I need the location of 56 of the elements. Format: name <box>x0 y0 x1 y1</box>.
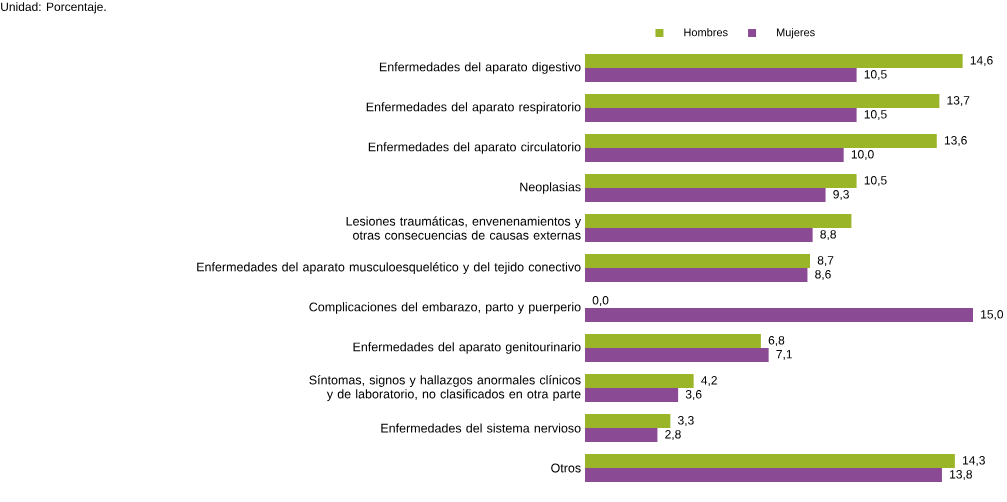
y-tick-label: Enfermedades del aparato respiratorio <box>366 102 581 114</box>
data-label: 8,7 <box>817 256 834 266</box>
data-label: 15,0 <box>981 310 1004 320</box>
legend-label: Hombres <box>684 28 728 37</box>
text: Unidad: Porcentaje. <box>1 2 106 14</box>
data-label: 13,6 <box>944 136 967 146</box>
legend-label: Mujeres <box>776 28 815 39</box>
bar <box>585 308 973 322</box>
data-label: 6,8 <box>768 336 785 346</box>
y-tick-label: Complicaciones del embarazo, parto y puerperio <box>309 302 581 314</box>
y-tick-label: Enfermedades del aparato genitourinario <box>353 342 581 354</box>
bar <box>585 134 937 148</box>
data-label: 10,5 <box>864 70 887 80</box>
bar <box>585 468 942 482</box>
bar <box>585 68 857 82</box>
y-tick-label: Síntomas, signos y hallazgos anormales clínicos y de laboratorio, no clasificados en otra parte <box>309 375 581 401</box>
y-tick-label: Neoplasias <box>520 182 581 194</box>
data-label: 10,5 <box>864 176 887 186</box>
data-label: 9,3 <box>833 190 849 200</box>
y-tick-label: Enfermedades del aparato digestivo <box>379 62 581 74</box>
data-label: 3,3 <box>678 416 694 426</box>
bar <box>585 334 761 348</box>
data-label: 13,8 <box>950 470 972 480</box>
bar <box>585 108 857 122</box>
data-label: 7,1 <box>776 350 792 360</box>
data-label: 8,8 <box>820 230 836 240</box>
bar <box>585 148 844 162</box>
bar <box>585 214 852 228</box>
data-label: 13,7 <box>947 96 970 106</box>
y-tick-label: Enfermedades del sistema nervioso <box>381 423 581 433</box>
bar <box>585 174 857 188</box>
bar <box>585 94 940 108</box>
data-label: 10,5 <box>864 110 887 120</box>
bar <box>585 414 671 428</box>
bar <box>585 54 963 68</box>
data-label: 8,6 <box>815 270 831 280</box>
data-label: 14,3 <box>963 456 985 466</box>
y-tick-label: Otros <box>551 463 581 473</box>
bar <box>585 348 769 362</box>
bar <box>585 188 826 202</box>
bar <box>585 428 658 442</box>
data-label: 3,6 <box>685 390 702 400</box>
data-label: 10,0 <box>851 150 874 160</box>
data-label: 14,6 <box>970 56 993 66</box>
bar <box>585 453 955 468</box>
bar <box>585 268 808 282</box>
y-tick-label: Enfermedades del aparato circulatorio <box>368 142 581 154</box>
y-tick-label: Lesiones traumáticas, envenenamientos y otras consecuencias de causas externas <box>346 216 582 240</box>
bar <box>585 374 694 388</box>
data-label: 2,8 <box>665 430 681 440</box>
data-label: 0,0 <box>592 296 609 306</box>
y-tick-label: Enfermedades del aparato musculoesquelético y del tejido conectivo <box>197 262 581 274</box>
bar <box>585 388 679 402</box>
data-label: 4,2 <box>701 376 717 386</box>
bar <box>585 254 811 268</box>
bar <box>585 228 813 242</box>
